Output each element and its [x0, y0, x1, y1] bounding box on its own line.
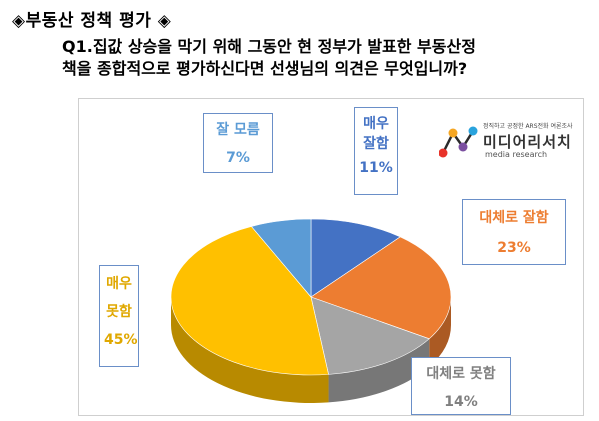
pie-slice-1 — [310, 236, 452, 340]
pie-side-3-0 — [171, 297, 329, 403]
media-research-logo: 정직하고 공정한 ARS전화 여론조사 미디어리서치 media researc… — [439, 117, 573, 169]
pie-side-2-0 — [328, 338, 430, 403]
callout-very-bad-label-2: 못함 — [106, 304, 132, 320]
logo-subtitle: media research — [485, 150, 548, 159]
callout-very-good-label-1: 매우 — [363, 116, 389, 132]
pie-slices — [170, 218, 452, 376]
callout-somewhat-bad-value: 14% — [444, 394, 478, 410]
callout-very-bad-label-1: 매우 — [106, 276, 132, 292]
pie-side-walls — [171, 297, 451, 403]
callout-somewhat-bad-label: 대체로 못함 — [426, 366, 496, 382]
logo-name: 미디어리서치 — [483, 133, 572, 151]
pie-slice-4 — [250, 218, 312, 298]
callout-dont-know-value: 7% — [226, 150, 250, 166]
callout-somewhat-good: 대체로 잘함 23% — [462, 199, 566, 265]
question-line-1: Q1.집값 상승을 막기 위해 그동안 현 정부가 발표한 부동산정 — [62, 37, 476, 56]
logo-tagline: 정직하고 공정한 ARS전화 여론조사 — [483, 123, 573, 130]
chart-frame: 정직하고 공정한 ARS전화 여론조사 미디어리서치 media researc… — [78, 98, 584, 416]
callout-very-good: 매우 잘함 11% — [354, 107, 398, 195]
callout-somewhat-good-label: 대체로 잘함 — [479, 210, 549, 226]
callout-very-good-value: 11% — [359, 160, 393, 176]
pie-side-1-0 — [429, 297, 451, 367]
callout-somewhat-good-value: 23% — [497, 240, 531, 256]
callout-dont-know: 잘 모름 7% — [203, 113, 273, 173]
page-heading: ◈부동산 정책 평가 ◈ — [12, 11, 172, 31]
callout-very-good-label-2: 잘함 — [363, 136, 389, 152]
callout-very-bad-value: 45% — [104, 332, 138, 348]
pie-chart — [170, 218, 452, 403]
callout-very-bad: 매우 못함 45% — [99, 265, 139, 367]
question-line-2: 책을 종합적으로 평가하신다면 선생님의 의견은 무엇입니까? — [62, 59, 468, 78]
survey-question: Q1.집값 상승을 막기 위해 그동안 현 정부가 발표한 부동산정 책을 종합… — [62, 36, 592, 80]
logo-mark-icon — [439, 126, 478, 158]
callout-somewhat-bad: 대체로 못함 14% — [411, 357, 511, 415]
pie-slice-3 — [170, 226, 329, 376]
callout-dont-know-label: 잘 모름 — [216, 122, 260, 138]
pie-slice-0 — [310, 218, 401, 298]
pie-slice-2 — [310, 296, 430, 375]
